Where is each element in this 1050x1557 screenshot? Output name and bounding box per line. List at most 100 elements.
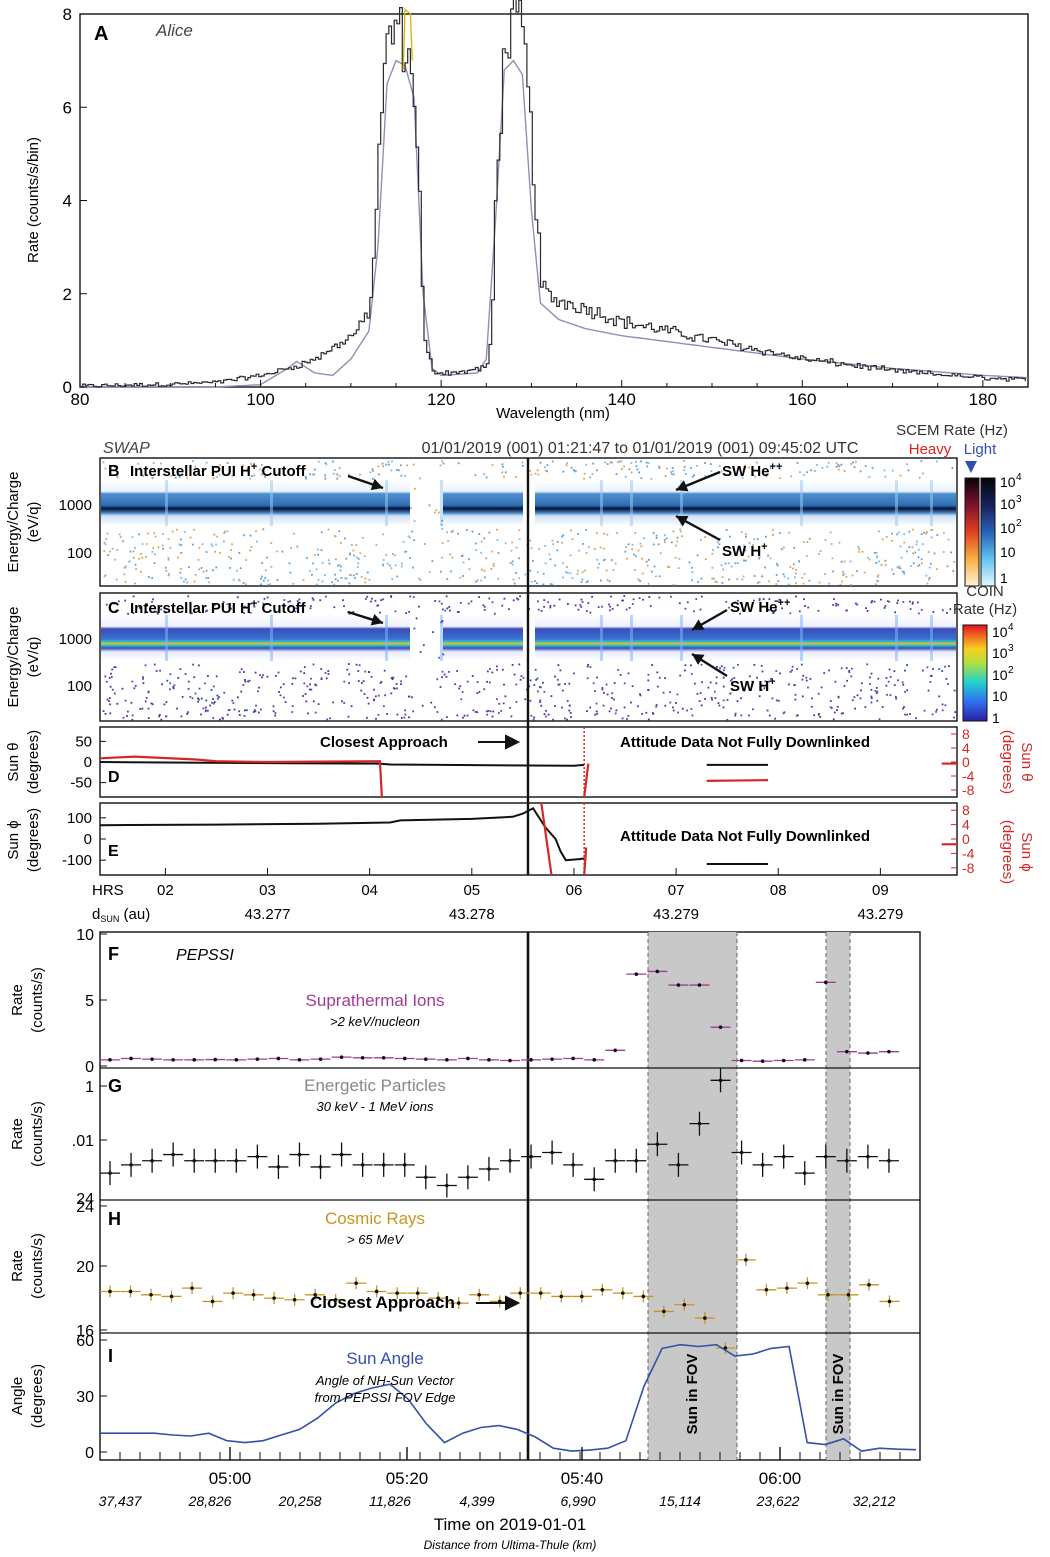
heatmap-dot bbox=[927, 551, 930, 553]
energetic-point bbox=[760, 1163, 765, 1167]
heatmap-dot bbox=[320, 531, 323, 534]
heatmap-dot bbox=[511, 560, 514, 563]
panel-d-red-line bbox=[706, 779, 769, 782]
pepssi-distance-label: 11,826 bbox=[369, 1493, 411, 1509]
heatmap-dot bbox=[296, 600, 299, 603]
panel-i-ylabel-1: Angle bbox=[9, 1377, 26, 1415]
heatmap-dot bbox=[165, 701, 168, 703]
heatmap-dot bbox=[580, 598, 583, 601]
heatmap-dot bbox=[906, 689, 909, 692]
heatmap-dot bbox=[103, 541, 106, 544]
heatmap-dot bbox=[679, 674, 682, 677]
heatmap-dot bbox=[370, 675, 373, 678]
heatmap-dot bbox=[446, 716, 448, 718]
heatmap-dot bbox=[106, 532, 109, 535]
heatmap-dot bbox=[319, 599, 322, 602]
heatmap-dot bbox=[439, 464, 442, 467]
alice-instrument-label: Alice bbox=[155, 21, 193, 40]
heatmap-dot bbox=[630, 471, 633, 474]
heatmap-dot bbox=[954, 711, 957, 713]
heatmap-dot bbox=[191, 543, 194, 546]
heatmap-dot bbox=[722, 706, 725, 709]
heatmap-dot bbox=[145, 543, 148, 545]
heatmap-dot bbox=[870, 695, 873, 698]
heatmap-dot bbox=[922, 669, 924, 672]
heatmap-dot bbox=[596, 558, 599, 561]
heatmap-dot bbox=[580, 605, 583, 608]
dsun-tick-label: 43.278 bbox=[449, 906, 495, 923]
heatmap-dot bbox=[564, 683, 566, 685]
heatmap-dot bbox=[596, 469, 598, 472]
heatmap-dot bbox=[312, 473, 314, 476]
energetic-point bbox=[781, 1154, 786, 1159]
heatmap-dot bbox=[863, 571, 866, 574]
heatmap-dot bbox=[695, 464, 698, 467]
att-right-tick-label: -4 bbox=[962, 845, 975, 861]
heatmap-dot bbox=[403, 716, 406, 719]
heatmap-dot bbox=[540, 704, 543, 707]
heatmap-dot bbox=[795, 568, 798, 571]
heatmap-striation bbox=[630, 480, 633, 526]
heatmap-dot bbox=[429, 571, 431, 574]
heatmap-dot bbox=[295, 607, 298, 610]
heatmap-dot bbox=[866, 556, 869, 559]
heatmap-dot bbox=[610, 595, 612, 598]
heatmap-dot bbox=[758, 598, 761, 600]
heatmap-dot bbox=[900, 556, 903, 559]
heatmap-dot bbox=[303, 666, 306, 668]
heatmap-dot bbox=[197, 700, 199, 703]
heatmap-dot bbox=[347, 715, 350, 718]
heatmap-dot bbox=[765, 535, 767, 538]
energetic-point bbox=[129, 1163, 133, 1167]
heatmap-dot bbox=[618, 460, 621, 463]
heatmap-dot bbox=[512, 599, 515, 602]
heatmap-dot bbox=[851, 667, 853, 670]
heatmap-dot bbox=[257, 600, 260, 603]
energetic-point bbox=[634, 1158, 639, 1163]
heatmap-dot bbox=[693, 610, 695, 613]
heatmap-dot bbox=[154, 553, 156, 556]
heatmap-dot bbox=[704, 558, 707, 560]
pepssi-distance-label: 28,826 bbox=[188, 1493, 232, 1509]
heatmap-dot bbox=[266, 675, 269, 678]
heatmap-dot bbox=[789, 566, 792, 568]
heatmap-dot bbox=[884, 475, 887, 478]
heatmap-dot bbox=[445, 595, 448, 598]
heatmap-dot bbox=[557, 683, 560, 686]
heatmap-dot bbox=[903, 706, 905, 708]
heatmap-dot bbox=[614, 562, 617, 565]
heatmap-dot bbox=[658, 676, 661, 679]
heatmap-dot bbox=[645, 461, 648, 464]
a-xtick-label: 120 bbox=[427, 390, 455, 409]
heatmap-dot bbox=[688, 561, 691, 564]
heatmap-dot bbox=[615, 473, 618, 475]
heatmap-dot bbox=[557, 664, 560, 666]
cosmic-point bbox=[477, 1292, 482, 1297]
heatmap-striation bbox=[930, 615, 933, 661]
heatmap-dot bbox=[731, 678, 734, 681]
b-h-arrow-icon-head bbox=[676, 516, 689, 527]
cosmic-point bbox=[785, 1286, 789, 1290]
heatmap-dot bbox=[323, 475, 326, 478]
b-he-arrow-icon-head bbox=[676, 480, 689, 492]
heatmap-dot bbox=[398, 469, 400, 472]
heatmap-dot bbox=[539, 699, 542, 702]
heatmap-dot bbox=[372, 470, 374, 472]
colorbar-tick-exponent: 4 bbox=[1016, 472, 1022, 483]
heatmap-dot bbox=[795, 714, 798, 717]
heatmap-dot bbox=[743, 689, 746, 692]
heatmap-dot bbox=[876, 579, 879, 582]
heatmap-dot bbox=[870, 697, 873, 700]
supra-point bbox=[402, 1056, 407, 1061]
heatmap-dot bbox=[413, 520, 416, 522]
heatmap-dot bbox=[669, 701, 672, 704]
heatmap-dot bbox=[946, 565, 949, 568]
heatmap-dot bbox=[306, 557, 308, 560]
heatmap-dot bbox=[441, 676, 443, 679]
heatmap-dot bbox=[441, 556, 443, 559]
panel-c-ytick-100: 100 bbox=[67, 678, 92, 695]
a-xtick-label: 160 bbox=[788, 390, 816, 409]
supra-point bbox=[360, 1056, 365, 1060]
heatmap-dot bbox=[131, 714, 134, 717]
heatmap-dot bbox=[418, 605, 420, 608]
